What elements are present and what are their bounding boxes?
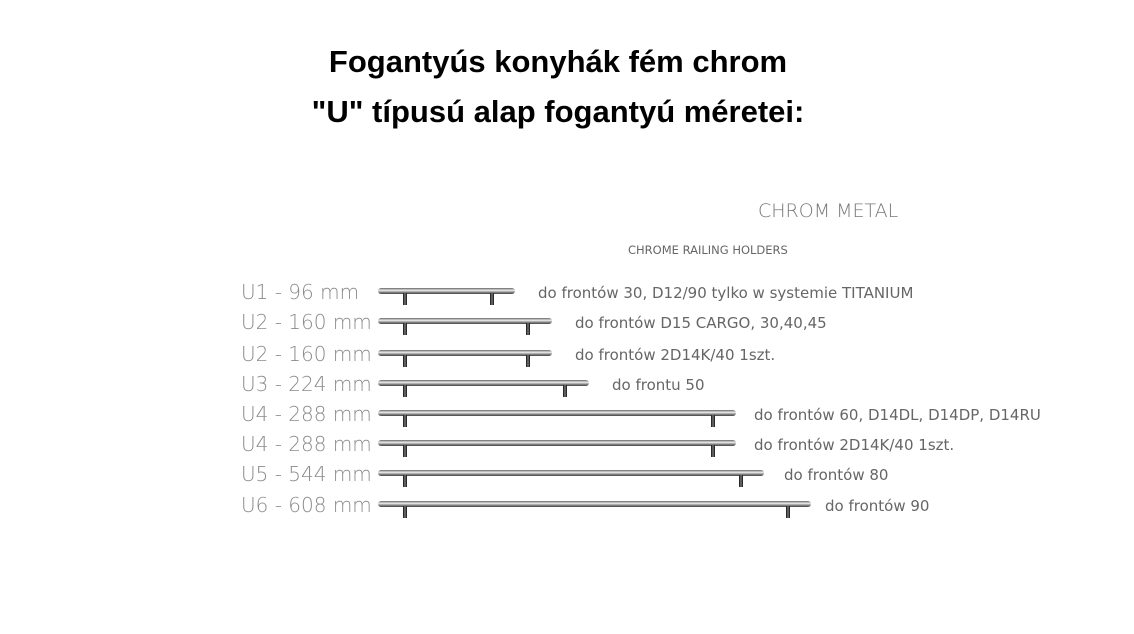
handle-row: U2 - 160 mm do frontów 2D14K/40 1szt. [0,342,1134,374]
handle-leg [403,475,407,487]
handle-row: U1 - 96 mm do frontów 30, D12/90 tylko w… [0,280,1134,312]
handle-size-label: U5 - 544 mm [241,462,372,486]
handle-description: do frontów 2D14K/40 1szt. [754,436,955,454]
handle-description: do frontu 50 [612,376,705,394]
handle-bar-image [378,288,515,294]
handle-leg [403,506,407,518]
handle-bar-image [378,410,736,416]
handle-size-label: U1 - 96 mm [241,280,360,304]
handle-row: U4 - 288 mm do frontów 60, D14DL, D14DP,… [0,402,1134,434]
handle-description: do frontów 30, D12/90 tylko w systemie T… [538,284,914,302]
title-line-2: "U" típusú alap fogantyú méretei: [311,94,805,129]
handle-bar-image [378,470,764,476]
handle-leg [786,506,790,518]
handle-row: U4 - 288 mm do frontów 2D14K/40 1szt. [0,432,1134,464]
handle-leg [739,475,743,487]
handle-bar-image [378,350,552,356]
handle-leg [526,355,530,367]
handle-description: do frontów 60, D14DL, D14DP, D14RU [754,406,1041,424]
handle-leg [711,415,715,427]
handle-bar-image [378,440,736,446]
handle-leg [563,385,567,397]
handle-size-label: U2 - 160 mm [241,310,372,334]
handle-row: U6 - 608 mm do frontów 90 [0,493,1134,525]
handle-leg [403,445,407,457]
handle-bar-image [378,501,811,507]
handle-size-label: U3 - 224 mm [241,372,372,396]
handle-description: do frontów 2D14K/40 1szt. [575,346,776,364]
handle-size-label: U6 - 608 mm [241,493,372,517]
handle-leg [403,385,407,397]
handle-description: do frontów 90 [825,497,930,515]
brand-heading: CHROM METAL [758,200,899,222]
handle-row: U2 - 160 mm do frontów D15 CARGO, 30,40,… [0,310,1134,342]
title-line-1: Fogantyús konyhák fém chrom [328,44,788,79]
handle-leg [490,293,494,305]
handle-leg [526,323,530,335]
handle-row: U3 - 224 mm do frontu 50 [0,372,1134,404]
handle-size-label: U4 - 288 mm [241,402,372,426]
handle-leg [403,415,407,427]
handle-row: U5 - 544 mm do frontów 80 [0,462,1134,494]
handle-bar-image [378,318,552,324]
handle-leg [403,355,407,367]
handle-leg [403,323,407,335]
handle-leg [711,445,715,457]
subtitle: CHROME RAILING HOLDERS [628,243,788,257]
handle-leg [403,293,407,305]
handle-size-label: U4 - 288 mm [241,432,372,456]
handle-bar-image [378,380,589,386]
handle-description: do frontów D15 CARGO, 30,40,45 [575,314,827,332]
handle-size-label: U2 - 160 mm [241,342,372,366]
handle-description: do frontów 80 [784,466,889,484]
